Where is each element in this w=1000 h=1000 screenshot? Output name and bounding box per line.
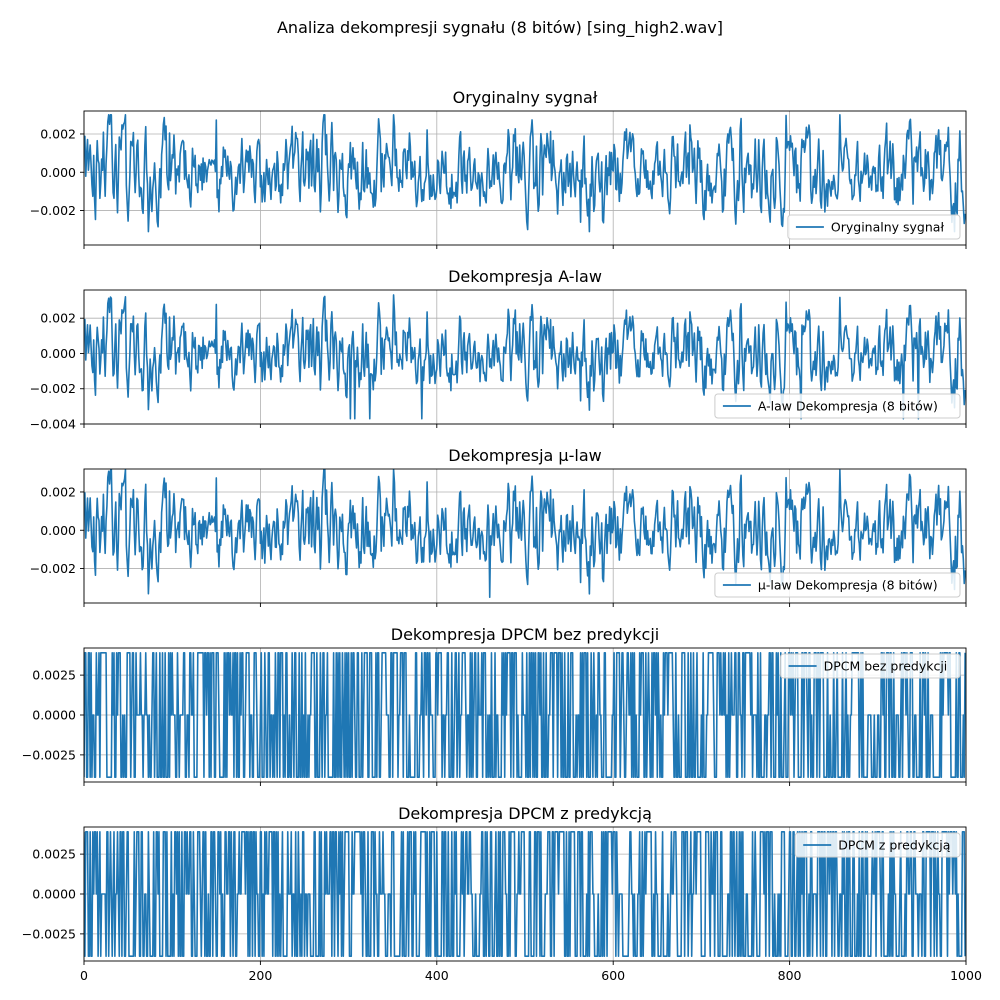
y-tick-label: 0.0000: [32, 887, 76, 902]
subplot-title: Dekompresja DPCM bez predykcji: [391, 625, 659, 644]
legend-label: A-law Dekompresja (8 bitów): [758, 399, 938, 414]
legend: μ-law Dekompresja (8 bitów): [715, 573, 960, 597]
legend: DPCM bez predykcji: [781, 654, 960, 678]
y-tick-label: 0.000: [40, 346, 76, 361]
y-tick-label: −0.0025: [22, 747, 76, 762]
y-tick-label: 0.000: [40, 523, 76, 538]
y-tick-label: 0.002: [40, 311, 76, 326]
subplot-1: Oryginalny sygnał 0.002 0.000 −0.002 Orygina…: [30, 88, 966, 249]
subplot-title: Dekompresja A-law: [448, 267, 602, 286]
legend: DPCM z predykcją: [795, 833, 960, 857]
x-tick-label: 800: [778, 968, 802, 983]
y-tick-label: −0.002: [30, 203, 76, 218]
legend: Oryginalny sygnał: [788, 215, 960, 239]
subplot-title: Oryginalny sygnał: [453, 88, 598, 107]
x-tick-label: 1000: [950, 968, 982, 983]
legend-label: DPCM z predykcją: [838, 838, 951, 853]
legend-label: μ-law Dekompresja (8 bitów): [758, 578, 938, 593]
y-tick-label: 0.002: [40, 484, 76, 499]
y-tick-label: 0.002: [40, 126, 76, 141]
subplot-3: Dekompresja μ-law 0.002 0.000 −0.002 μ-law D…: [30, 446, 966, 607]
x-tick-label: 600: [601, 968, 625, 983]
y-tick-label: −0.0025: [22, 926, 76, 941]
y-tick-label: 0.0025: [32, 668, 76, 683]
y-tick-label: −0.002: [30, 561, 76, 576]
y-tick-label: 0.000: [40, 165, 76, 180]
legend-label: DPCM bez predykcji: [824, 659, 948, 674]
subplot-2: Dekompresja A-law 0.002 0.000 −0.002 −0.004 A…: [30, 267, 966, 432]
x-tick-label: 200: [248, 968, 272, 983]
x-tick-label: 400: [425, 968, 449, 983]
subplot-title: Dekompresja DPCM z predykcją: [398, 804, 652, 823]
y-tick-label: 0.0000: [32, 708, 76, 723]
legend-label: Oryginalny sygnał: [831, 220, 945, 235]
legend: A-law Dekompresja (8 bitów): [715, 394, 960, 418]
subplot-5: Dekompresja DPCM z predykcją 0.0025 0.0000…: [22, 804, 982, 983]
y-tick-label: −0.004: [30, 417, 76, 432]
y-tick-label: −0.002: [30, 381, 76, 396]
y-tick-label: 0.0025: [32, 847, 76, 862]
subplot-title: Dekompresja μ-law: [448, 446, 601, 465]
subplot-4: Dekompresja DPCM bez predykcji 0.0025 0.00…: [22, 625, 966, 786]
series-line: [84, 115, 965, 232]
x-tick-label: 0: [80, 968, 88, 983]
